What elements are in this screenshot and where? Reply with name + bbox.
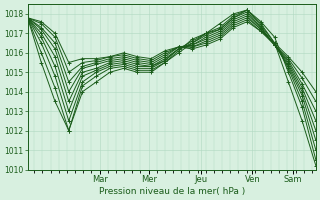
X-axis label: Pression niveau de la mer( hPa ): Pression niveau de la mer( hPa ) <box>99 187 245 196</box>
